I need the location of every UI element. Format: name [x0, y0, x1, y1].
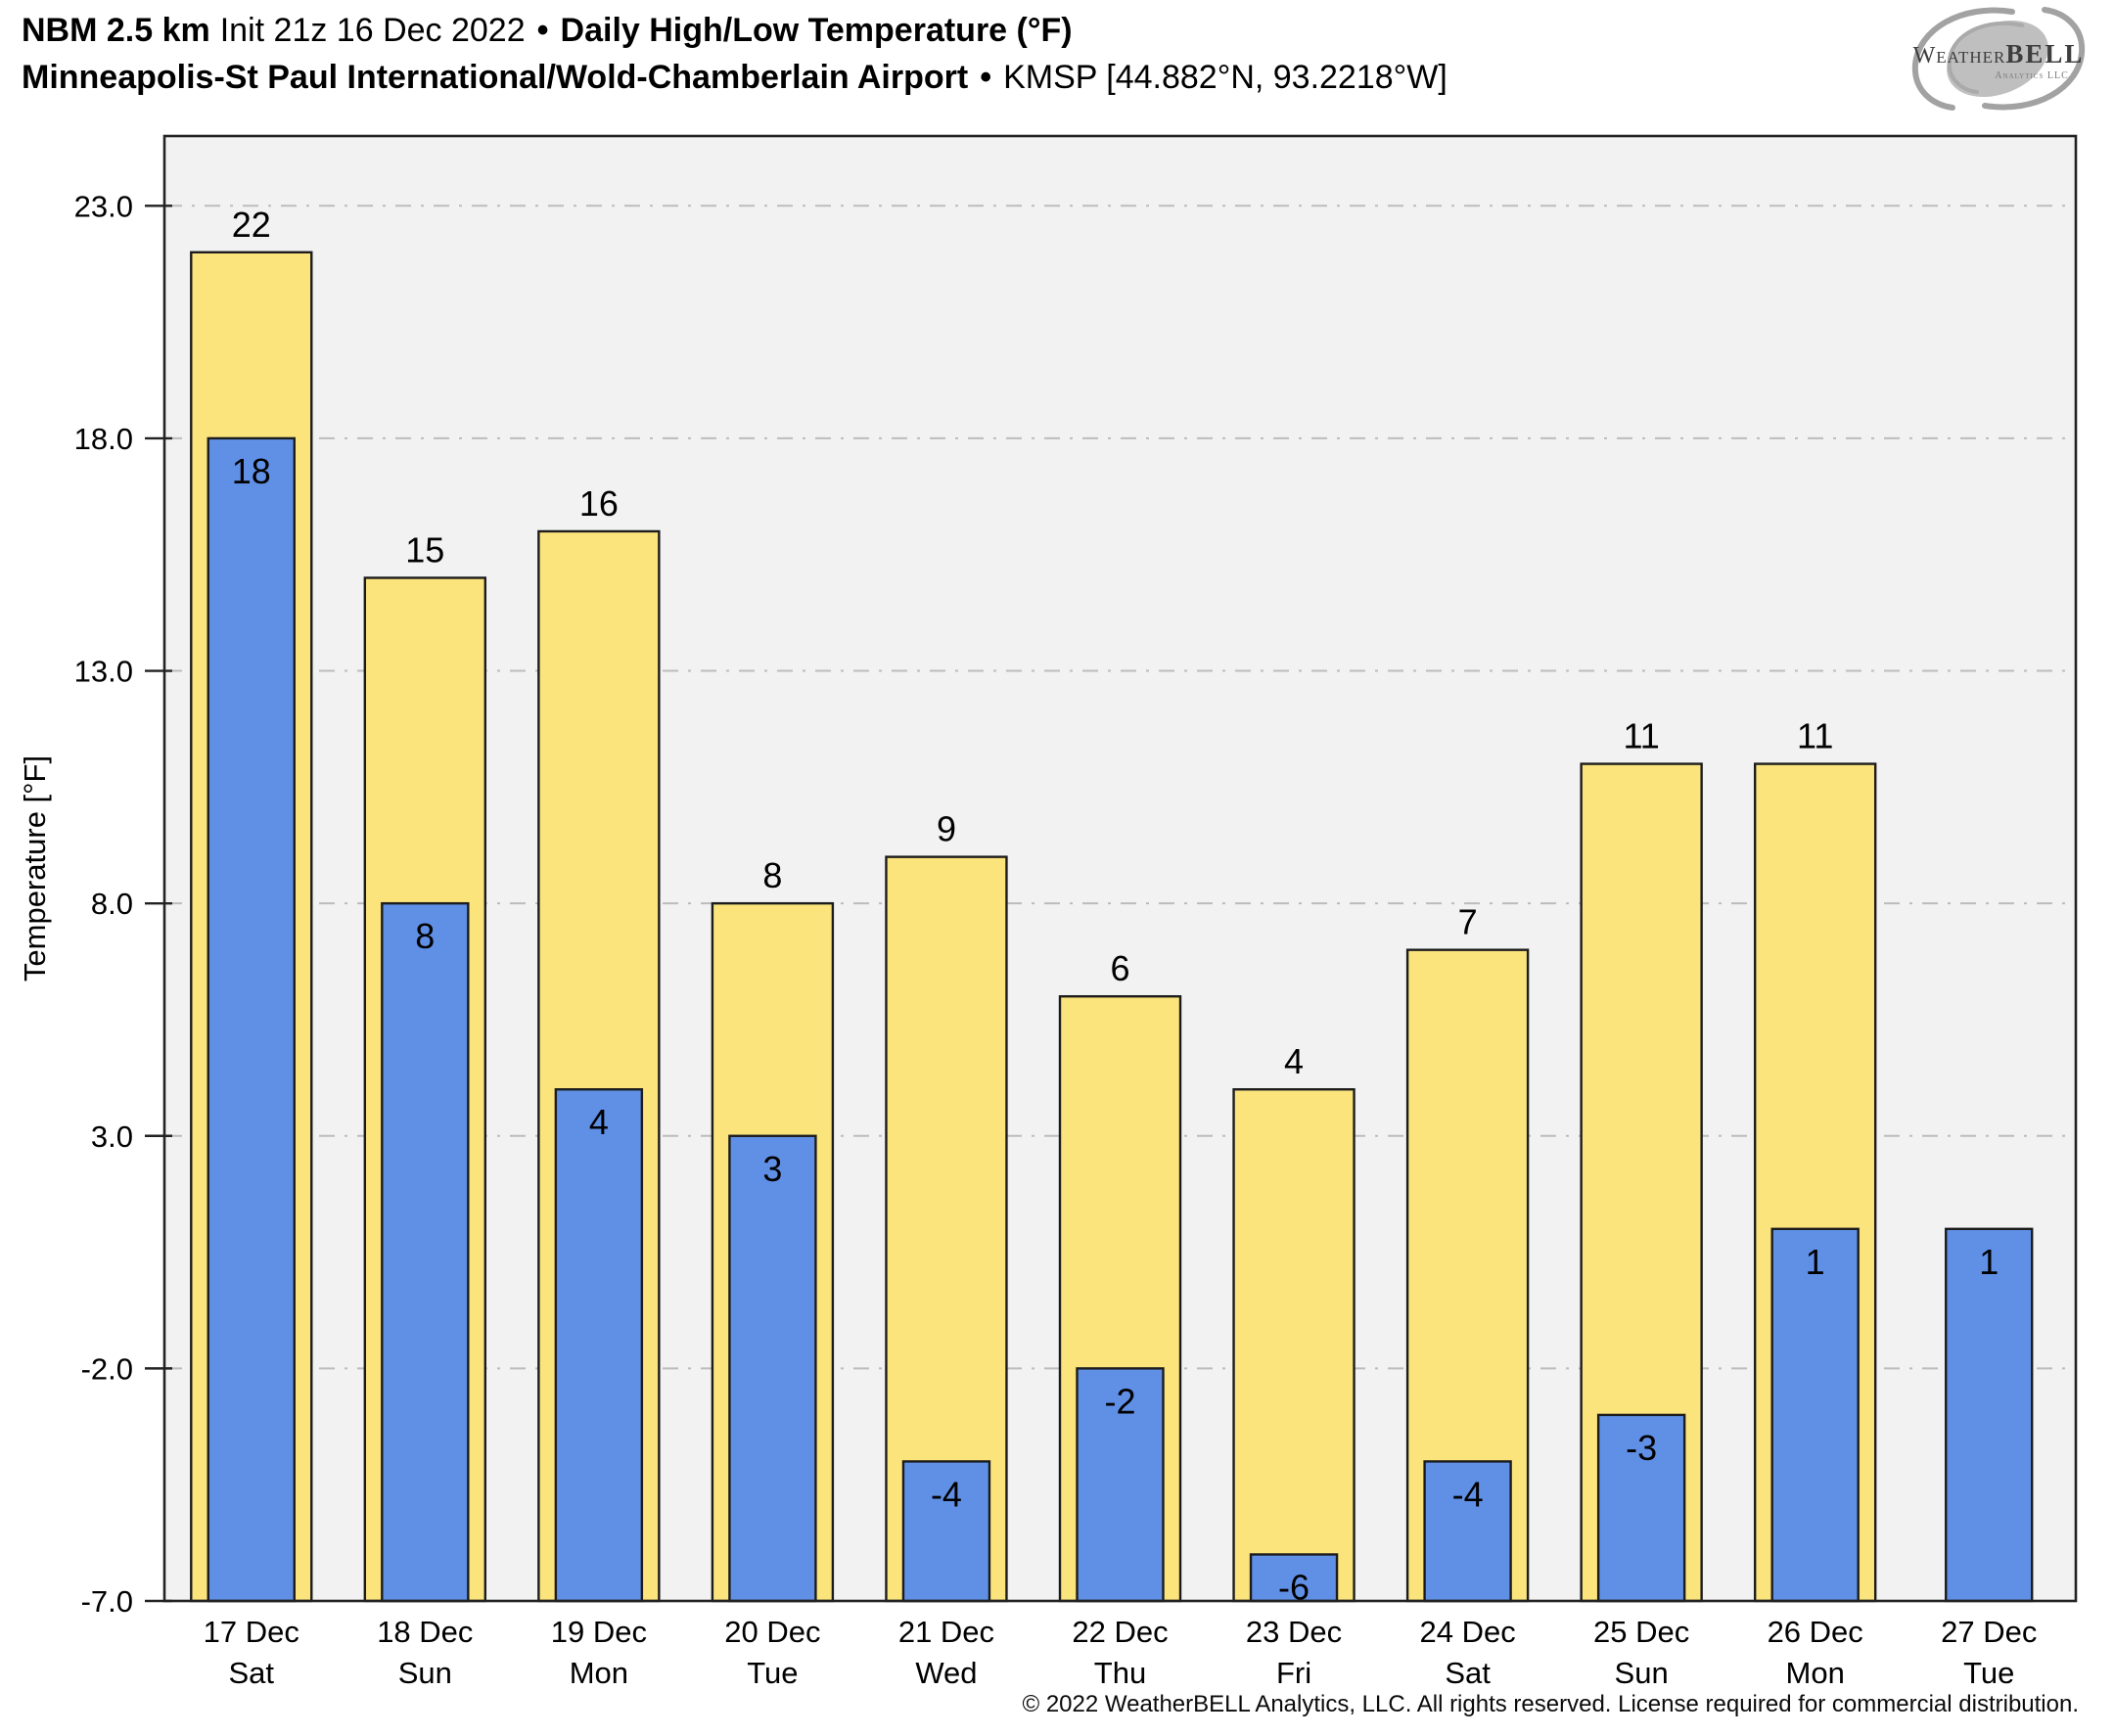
- y-axis-title: Temperature [°F]: [18, 755, 52, 982]
- x-tick-date-label: 27 Dec: [1941, 1615, 2037, 1649]
- x-tick-date-label: 20 Dec: [724, 1615, 820, 1649]
- station-name: Minneapolis-St Paul International/Wold-C…: [22, 59, 969, 96]
- low-value-label: 18: [232, 451, 271, 491]
- x-tick-date-label: 23 Dec: [1246, 1615, 1342, 1649]
- high-value-label: 7: [1458, 902, 1478, 942]
- low-value-label: -3: [1626, 1428, 1657, 1468]
- logo-bell-text: BELL: [2005, 39, 2085, 69]
- low-bar: [554, 1088, 644, 1603]
- hurricane-swirl-icon: [1911, 7, 2086, 111]
- low-value-label: 1: [1979, 1242, 1999, 1282]
- y-tick-label: 13.0: [74, 655, 133, 689]
- copyright-notice: © 2022 WeatherBELL Analytics, LLC. All r…: [1022, 1691, 2079, 1717]
- high-value-label: 6: [1110, 948, 1129, 988]
- logo-weather-text: Weather: [1912, 43, 2006, 69]
- x-tick-date-label: 22 Dec: [1072, 1615, 1168, 1649]
- y-tick-label: -7.0: [81, 1584, 133, 1619]
- y-tick-label: 8.0: [91, 887, 133, 921]
- high-value-label: 8: [762, 855, 782, 895]
- low-value-label: -4: [931, 1474, 962, 1514]
- low-bar: [1249, 1553, 1339, 1603]
- low-bar: [1423, 1460, 1512, 1603]
- x-tick-date-label: 25 Dec: [1593, 1615, 1689, 1649]
- product-title: Daily High/Low Temperature (°F): [560, 12, 1073, 49]
- low-bar: [728, 1134, 817, 1603]
- separator-dot: •: [980, 59, 992, 96]
- high-value-label: 11: [1623, 716, 1659, 756]
- init-time: Init 21z 16 Dec 2022: [219, 12, 526, 49]
- model-name: NBM 2.5 km: [22, 12, 210, 49]
- y-tick-label: -2.0: [81, 1351, 133, 1386]
- low-value-label: -2: [1104, 1381, 1135, 1421]
- low-value-label: 3: [762, 1149, 782, 1189]
- high-value-label: 15: [405, 529, 444, 570]
- logo-subtitle: Analytics LLC: [1995, 70, 2069, 81]
- x-tick-date-label: 21 Dec: [898, 1615, 994, 1649]
- x-tick-day-label: Tue: [747, 1656, 798, 1690]
- x-tick-day-label: Fri: [1276, 1656, 1311, 1690]
- station-id: KMSP [44.882°N, 93.2218°W]: [1003, 59, 1448, 96]
- x-tick-day-label: Mon: [1786, 1656, 1845, 1690]
- low-value-label: 8: [415, 916, 435, 956]
- x-tick-day-label: Wed: [915, 1656, 977, 1690]
- y-tick-label: 3.0: [91, 1119, 133, 1154]
- high-value-label: 16: [579, 483, 619, 524]
- low-bar: [381, 901, 470, 1603]
- x-tick-date-label: 19 Dec: [551, 1615, 647, 1649]
- x-tick-day-label: Sun: [398, 1656, 452, 1690]
- high-value-label: 11: [1797, 716, 1833, 756]
- high-value-label: 4: [1284, 1041, 1304, 1081]
- title-line-2: Minneapolis-St Paul International/Wold-C…: [22, 61, 1448, 94]
- low-value-label: 4: [589, 1102, 609, 1142]
- x-tick-date-label: 18 Dec: [377, 1615, 473, 1649]
- x-tick-date-label: 24 Dec: [1419, 1615, 1515, 1649]
- low-value-label: 1: [1806, 1242, 1825, 1282]
- low-bar: [1076, 1367, 1165, 1603]
- plot-border: [162, 134, 2078, 1603]
- x-tick-day-label: Sat: [229, 1656, 275, 1690]
- x-tick-date-label: 17 Dec: [204, 1615, 299, 1649]
- y-tick-label: 18.0: [74, 422, 133, 456]
- x-tick-day-label: Thu: [1094, 1656, 1146, 1690]
- y-tick-label: 23.0: [74, 189, 133, 223]
- low-bar: [1945, 1227, 2034, 1603]
- low-bar: [1770, 1227, 1860, 1603]
- x-tick-day-label: Mon: [570, 1656, 628, 1690]
- x-tick-day-label: Sun: [1615, 1656, 1669, 1690]
- x-tick-day-label: Sat: [1445, 1656, 1491, 1690]
- logo-wordmark: WeatherBELL: [1901, 39, 2096, 69]
- high-bar: [1232, 1088, 1356, 1603]
- title-line-1: NBM 2.5 km Init 21z 16 Dec 2022 • Daily Hig…: [22, 14, 1073, 47]
- x-tick-day-label: Tue: [1963, 1656, 2014, 1690]
- weatherbell-logo: [1911, 7, 2086, 111]
- high-value-label: 9: [937, 809, 956, 849]
- separator-dot: •: [536, 12, 549, 49]
- low-bar: [207, 436, 296, 1603]
- x-tick-date-label: 26 Dec: [1768, 1615, 1863, 1649]
- low-bar: [901, 1460, 991, 1603]
- low-value-label: -4: [1452, 1474, 1484, 1514]
- high-value-label: 22: [232, 205, 271, 245]
